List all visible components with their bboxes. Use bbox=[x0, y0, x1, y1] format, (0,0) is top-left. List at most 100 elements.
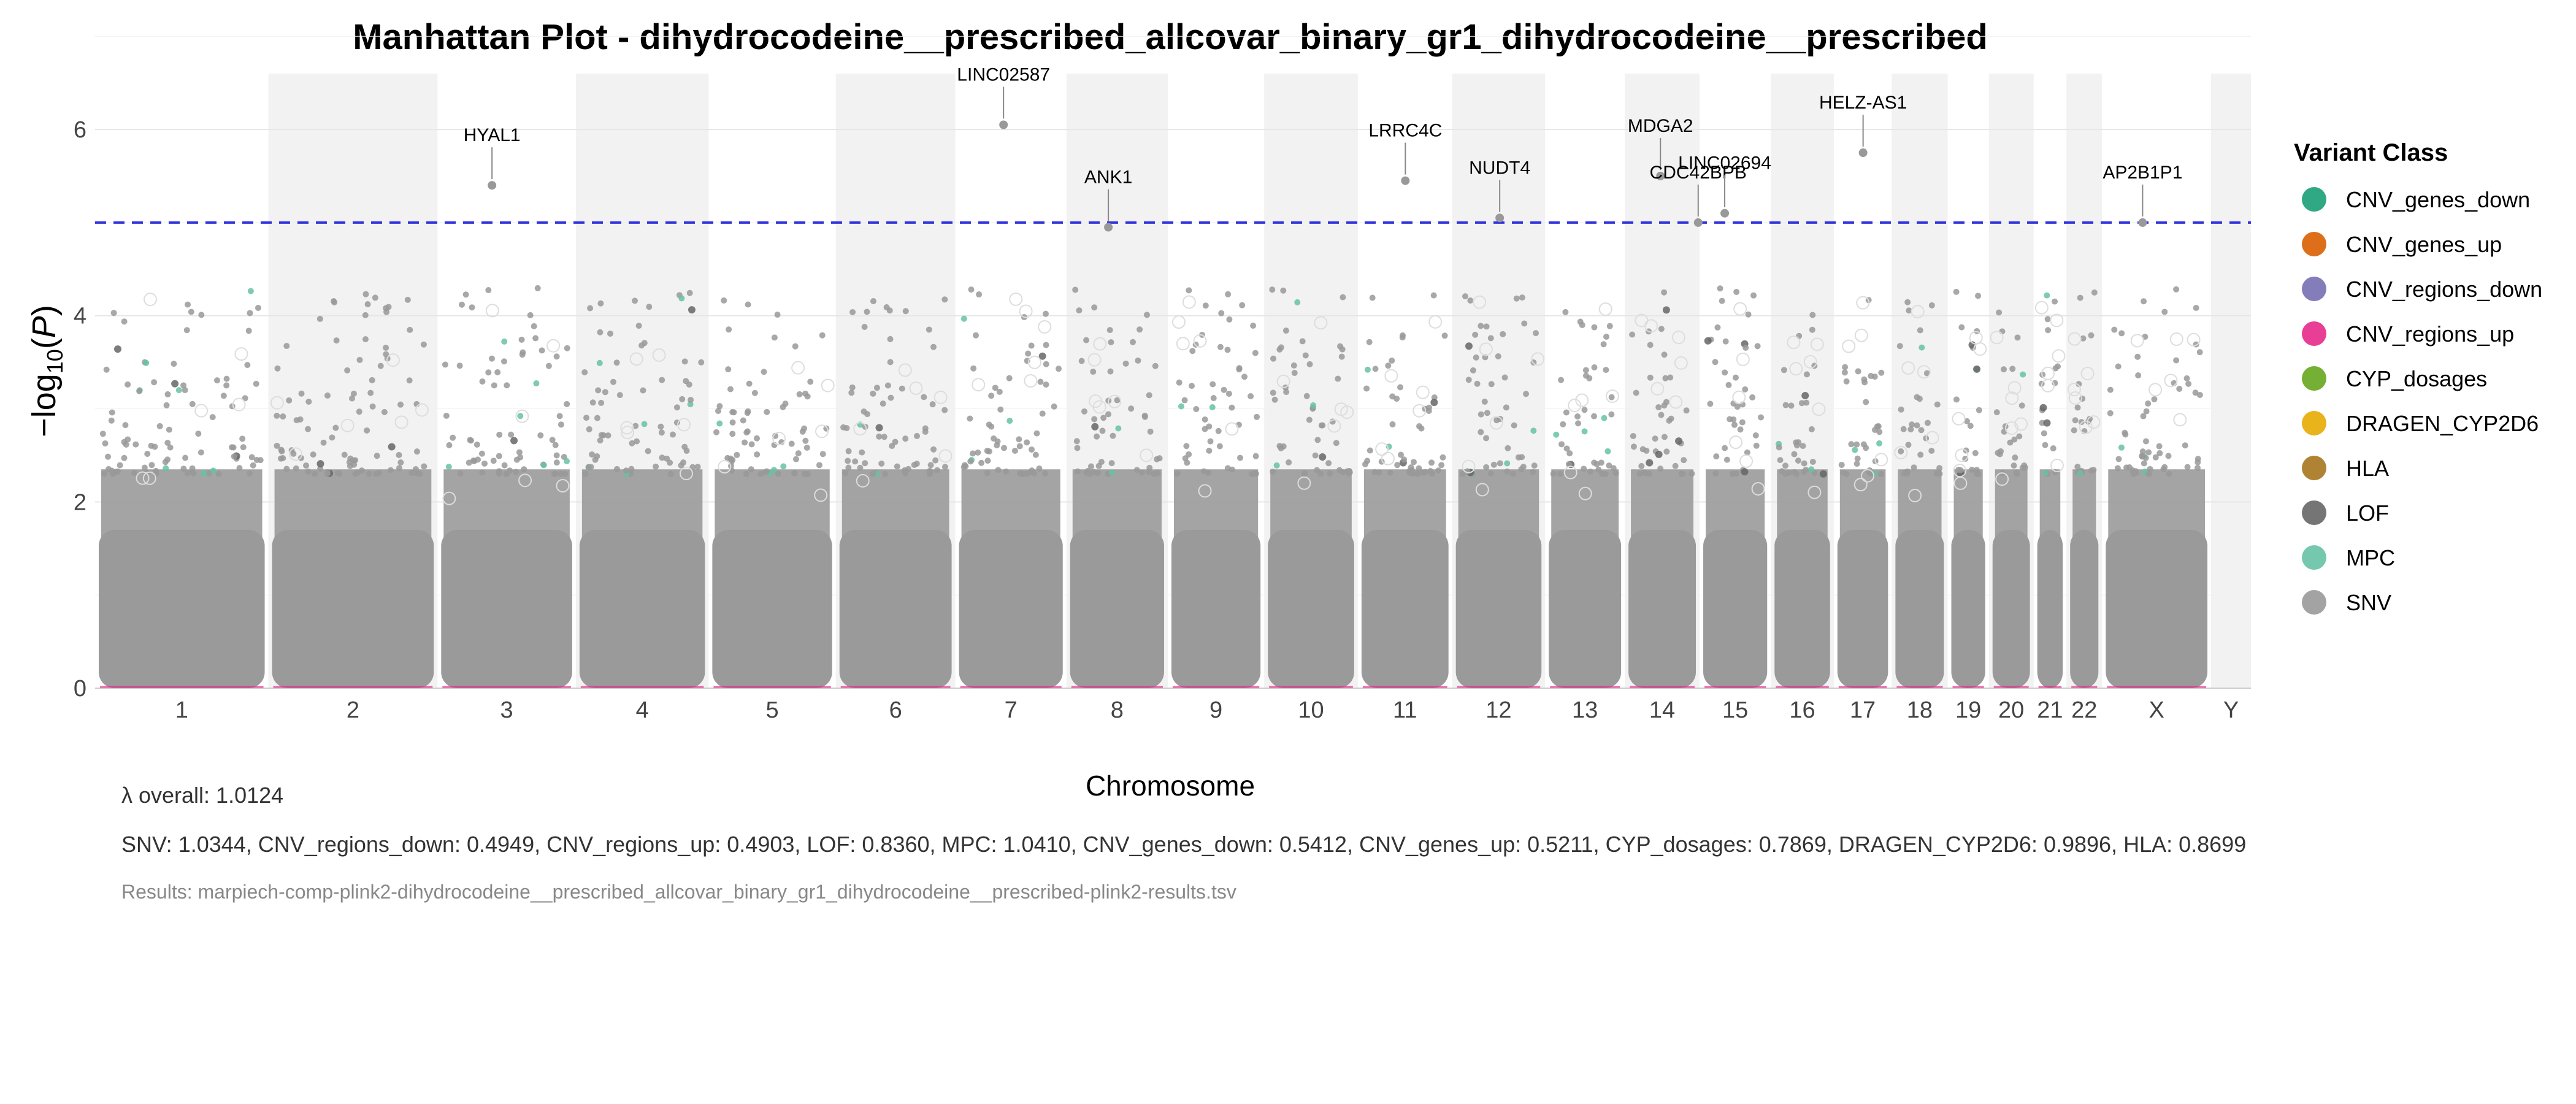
point-SNV bbox=[1239, 302, 1246, 309]
point-SNV bbox=[1076, 307, 1083, 314]
point-SNV bbox=[312, 470, 318, 477]
point-SNV bbox=[1229, 466, 1235, 473]
point-SNV bbox=[1717, 285, 1723, 292]
point-LOF bbox=[1704, 337, 1712, 345]
point-SNV bbox=[1042, 310, 1049, 317]
point-SNV bbox=[2114, 465, 2121, 472]
point-SNV bbox=[1338, 353, 1345, 360]
point-hollow bbox=[1908, 488, 1922, 502]
point-hollow bbox=[1874, 453, 1888, 467]
point-SNV bbox=[362, 336, 369, 343]
point-SNV bbox=[253, 380, 259, 387]
point-SNV bbox=[782, 401, 789, 407]
point-SNV bbox=[305, 398, 312, 405]
point-MPC bbox=[143, 359, 150, 366]
point-MPC bbox=[687, 401, 694, 408]
point-MPC bbox=[175, 387, 182, 394]
annotation-MDGA2: MDGA2 bbox=[1628, 116, 1693, 180]
point-hollow bbox=[1729, 435, 1743, 450]
point-SNV bbox=[2126, 464, 2133, 471]
annotation-HYAL1: HYAL1 bbox=[464, 125, 521, 190]
point-SNV bbox=[1428, 459, 1435, 466]
annotation-AP2B1P1: AP2B1P1 bbox=[2103, 163, 2182, 227]
x-tick-label: 17 bbox=[1850, 697, 1876, 723]
annotation-point bbox=[1495, 213, 1505, 223]
point-SNV bbox=[2107, 386, 2114, 393]
point-LOF bbox=[1801, 391, 1809, 399]
point-SNV bbox=[1742, 344, 1749, 351]
chromosome-20-points bbox=[1990, 309, 2030, 688]
legend-label: CNV_genes_down bbox=[2346, 187, 2530, 212]
x-axis: 1 2 3 4 5 6 7 8 9 10 11 12 13 14 15 16 17 18 19 20 21 22 X Y bbox=[175, 697, 2239, 723]
point-SNV bbox=[1574, 413, 1581, 420]
x-tick-label: 16 bbox=[1789, 697, 1815, 723]
point-SNV bbox=[121, 454, 128, 461]
point-SNV bbox=[109, 467, 115, 474]
point-hollow bbox=[680, 466, 694, 480]
y-axis-label-paren-close: ) bbox=[26, 305, 63, 316]
point-SNV bbox=[997, 406, 1004, 413]
x-tick-label: 18 bbox=[1907, 697, 1933, 723]
chromosome-14-points bbox=[1628, 289, 1696, 688]
point-SNV bbox=[1207, 438, 1214, 445]
point-SNV bbox=[1936, 465, 1943, 472]
point-SNV bbox=[921, 394, 927, 401]
point-SNV bbox=[2111, 326, 2118, 333]
point-MPC bbox=[1808, 466, 1815, 473]
point-SNV bbox=[1254, 413, 1260, 420]
point-hollow bbox=[546, 339, 561, 353]
legend-swatch bbox=[2302, 321, 2326, 346]
point-hollow bbox=[772, 432, 786, 446]
point-hollow bbox=[1812, 402, 1826, 416]
point-SNV bbox=[1707, 401, 1714, 407]
point-hollow bbox=[2080, 366, 2095, 380]
annotation-label: HELZ-AS1 bbox=[1819, 93, 1907, 113]
point-SNV bbox=[1001, 445, 1008, 451]
point-SNV bbox=[2013, 469, 2020, 476]
point-SNV bbox=[1565, 461, 1572, 467]
point-MPC bbox=[1601, 415, 1608, 421]
point-SNV bbox=[459, 301, 466, 308]
point-SNV bbox=[1678, 470, 1685, 477]
point-SNV bbox=[1206, 447, 1213, 454]
point-SNV bbox=[1662, 375, 1669, 381]
point-SNV bbox=[2091, 289, 2098, 296]
point-cloud-upper bbox=[715, 469, 830, 664]
point-SNV bbox=[613, 466, 620, 472]
point-SNV bbox=[1366, 339, 1373, 345]
point-hollow bbox=[2130, 334, 2144, 348]
point-SNV bbox=[381, 408, 388, 415]
point-hollow bbox=[1531, 352, 1545, 366]
point-SNV bbox=[2196, 349, 2203, 356]
point-SNV bbox=[864, 309, 870, 315]
point-SNV bbox=[1241, 374, 1248, 380]
point-SNV bbox=[1278, 344, 1284, 351]
point-SNV bbox=[274, 442, 280, 449]
point-SNV bbox=[383, 344, 389, 351]
point-SNV bbox=[109, 409, 115, 416]
point-SNV bbox=[667, 470, 674, 477]
point-cloud-upper bbox=[1953, 469, 1983, 664]
point-SNV bbox=[1319, 422, 1326, 429]
point-SNV bbox=[248, 454, 255, 461]
point-MPC bbox=[1310, 402, 1317, 408]
point-hollow bbox=[1489, 416, 1503, 430]
x-tick-label: 3 bbox=[500, 697, 513, 723]
legend-swatch bbox=[2302, 456, 2326, 480]
point-SNV bbox=[1733, 470, 1740, 477]
point-SNV bbox=[734, 451, 740, 458]
point-SNV bbox=[941, 407, 948, 413]
chromosome-18-points bbox=[1894, 299, 1944, 688]
point-SNV bbox=[845, 464, 852, 471]
point-SNV bbox=[316, 315, 323, 322]
point-hollow bbox=[1027, 355, 1041, 369]
point-SNV bbox=[132, 441, 139, 448]
point-SNV bbox=[117, 462, 123, 469]
point-SNV bbox=[1782, 470, 1788, 477]
point-SNV bbox=[715, 408, 721, 415]
point-SNV bbox=[1095, 462, 1102, 469]
point-SNV bbox=[1483, 435, 1490, 442]
point-SNV bbox=[1636, 470, 1643, 477]
gene-annotations: HYAL1 LINC02587 ANK1 LRRC4C NUDT4 MDGA2 CDC42B… bbox=[464, 65, 2182, 232]
point-hollow bbox=[1087, 353, 1102, 367]
